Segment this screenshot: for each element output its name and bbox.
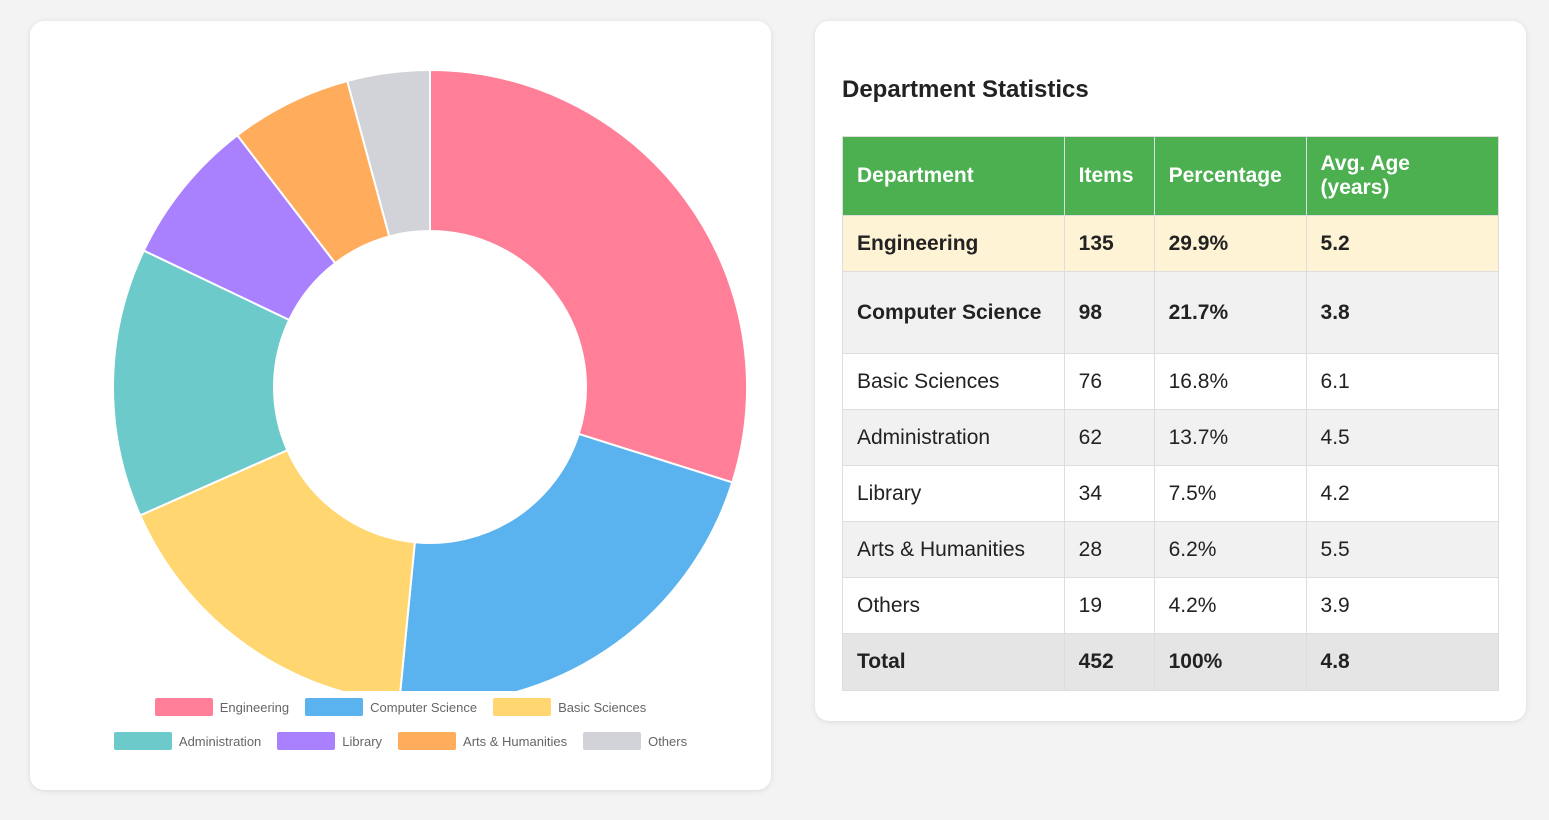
cell-items: 28 [1063, 521, 1155, 578]
legend-item-basic-sciences[interactable]: Basic Sciences [493, 698, 646, 716]
table-row: Library 34 7.5% 4.2 [842, 465, 1500, 522]
cell-avg-age: 6.1 [1305, 353, 1500, 410]
cell-avg-age: 3.9 [1305, 577, 1500, 634]
donut-slice-computer-science[interactable] [399, 432, 734, 691]
table-row: Basic Sciences 76 16.8% 6.1 [842, 353, 1500, 410]
cell-department: Computer Science [842, 271, 1065, 354]
cell-items: 98 [1063, 271, 1155, 354]
cell-percentage: 6.2% [1153, 521, 1307, 578]
cell-department: Arts & Humanities [842, 521, 1065, 578]
cell-department: Engineering [842, 215, 1065, 272]
cell-items: 34 [1063, 465, 1155, 522]
header-avg-age: Avg. Age (years) [1305, 136, 1500, 216]
cell-items: 135 [1063, 215, 1155, 272]
legend-item-engineering[interactable]: Engineering [154, 698, 290, 716]
legend-row: Engineering Computer Science Basic Science… [30, 698, 771, 716]
cell-department: Administration [842, 409, 1065, 466]
cell-items: 62 [1063, 409, 1155, 466]
cell-percentage: 13.7% [1153, 409, 1307, 466]
legend-item-others[interactable]: Others [583, 732, 687, 750]
cell-department: Others [842, 577, 1065, 634]
table-row: Others 19 4.2% 3.9 [842, 577, 1500, 634]
legend-label: Engineering [219, 699, 290, 715]
cell-items: 19 [1063, 577, 1155, 634]
table-row: Administration 62 13.7% 4.5 [842, 409, 1500, 466]
legend-label: Arts & Humanities [463, 733, 568, 749]
donut-slice-basic-sciences[interactable] [138, 448, 416, 691]
cell-department: Basic Sciences [842, 353, 1065, 410]
legend-label: Basic Sciences [558, 699, 647, 715]
stats-card: Department Statistics Department Items P… [815, 21, 1526, 721]
table-row: Computer Science 98 21.7% 3.8 [842, 271, 1500, 354]
cell-percentage: 29.9% [1153, 215, 1307, 272]
legend-swatch [277, 732, 336, 750]
legend-item-library[interactable]: Library [277, 732, 382, 750]
legend-swatch [113, 732, 172, 750]
legend-swatch [583, 732, 642, 750]
legend-item-computer-science[interactable]: Computer Science [305, 698, 477, 716]
legend-swatch [305, 698, 364, 716]
legend-swatch [493, 698, 552, 716]
cell-avg-age: 5.2 [1305, 215, 1500, 272]
legend-row: Administration Library Arts & Humanities Ot… [30, 732, 771, 750]
cell-total-items: 452 [1063, 633, 1155, 691]
table-total-row: Total 452 100% 4.8 [842, 633, 1500, 691]
legend-label: Others [648, 733, 688, 749]
header-items: Items [1063, 136, 1155, 216]
table-header-row: Department Items Percentage Avg. Age (ye… [842, 136, 1500, 216]
donut-slice-engineering[interactable] [429, 68, 748, 484]
cell-avg-age: 4.5 [1305, 409, 1500, 466]
cell-avg-age: 3.8 [1305, 271, 1500, 354]
header-department: Department [842, 136, 1065, 216]
stats-title: Department Statistics [842, 76, 1089, 103]
cell-total-label: Total [842, 633, 1065, 691]
table-row: Arts & Humanities 28 6.2% 5.5 [842, 521, 1500, 578]
stats-table: Department Items Percentage Avg. Age (ye… [842, 136, 1500, 691]
legend-label: Administration [178, 733, 262, 749]
legend-item-arts-and-humanities[interactable]: Arts & Humanities [398, 732, 567, 750]
cell-avg-age: 5.5 [1305, 521, 1500, 578]
cell-avg-age: 4.2 [1305, 465, 1500, 522]
cell-percentage: 4.2% [1153, 577, 1307, 634]
cell-total-avg-age: 4.8 [1305, 633, 1500, 691]
cell-percentage: 7.5% [1153, 465, 1307, 522]
legend-label: Library [342, 733, 383, 749]
header-percentage: Percentage [1153, 136, 1307, 216]
donut-chart [112, 68, 748, 691]
cell-percentage: 16.8% [1153, 353, 1307, 410]
cell-department: Library [842, 465, 1065, 522]
chart-card: Engineering Computer Science Basic Science… [30, 21, 771, 790]
donut-slice-administration[interactable] [112, 249, 291, 517]
table-row: Engineering 135 29.9% 5.2 [842, 215, 1500, 272]
legend-label: Computer Science [370, 699, 478, 715]
cell-percentage: 21.7% [1153, 271, 1307, 354]
cell-items: 76 [1063, 353, 1155, 410]
cell-total-percentage: 100% [1153, 633, 1307, 691]
legend-swatch [398, 732, 457, 750]
legend-item-administration[interactable]: Administration [113, 732, 262, 750]
legend-swatch [154, 698, 213, 716]
donut-slice-others[interactable] [346, 68, 431, 238]
